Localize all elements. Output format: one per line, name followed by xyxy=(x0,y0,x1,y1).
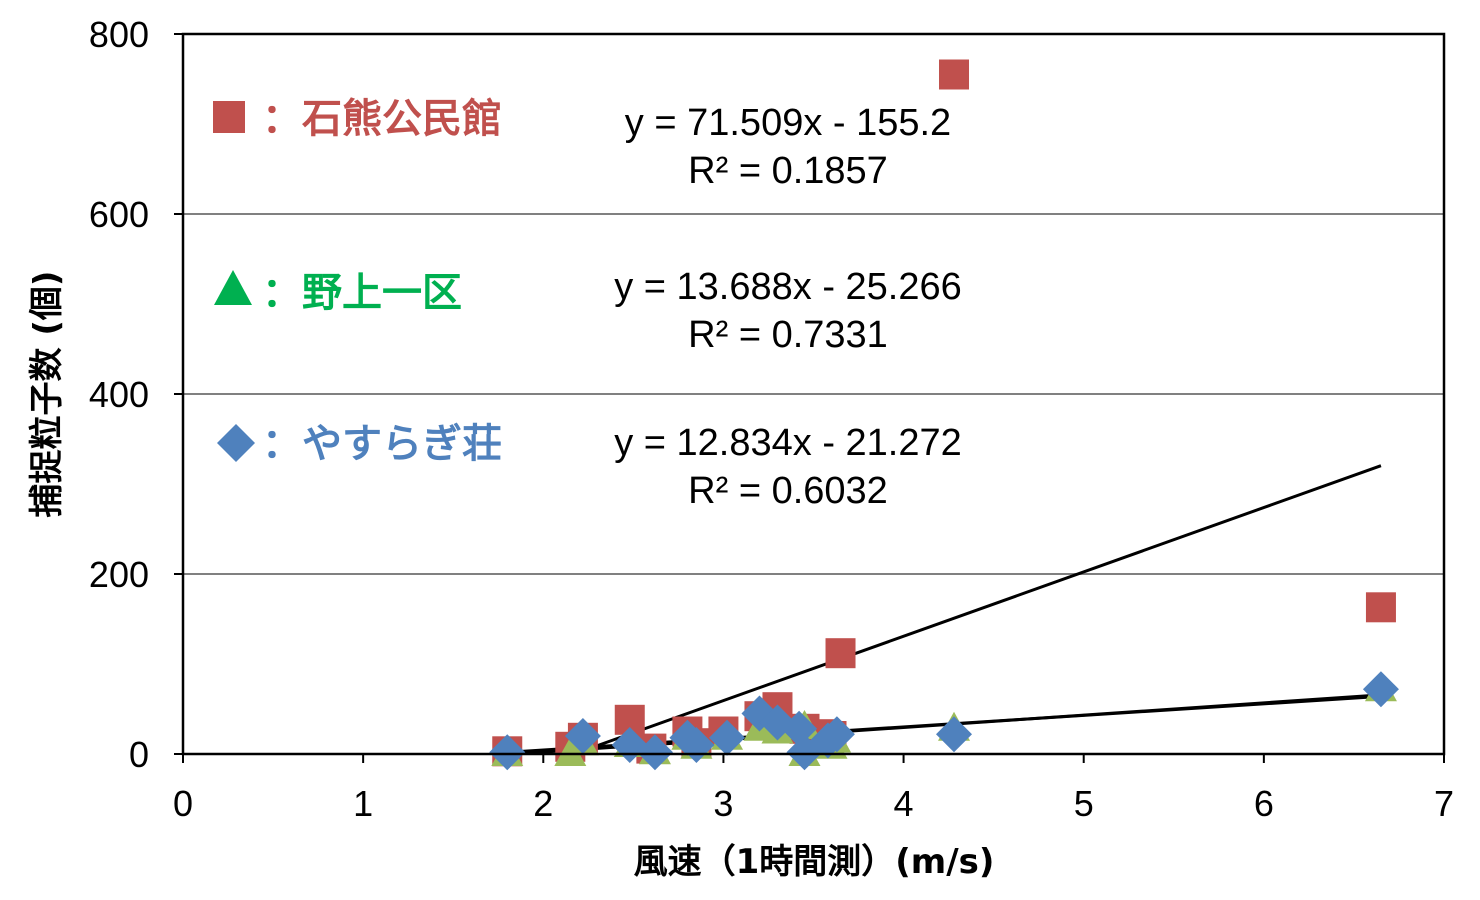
legend-triangle-marker xyxy=(214,270,252,305)
equation-yasuragi: y = 12.834x - 21.272 xyxy=(614,422,962,464)
tick-label-y-800: 800 xyxy=(89,14,149,55)
data-points xyxy=(489,59,1399,771)
equation-ishikuma: y = 71.509x - 155.2 xyxy=(625,102,951,144)
r2-nogami: R² = 0.7331 xyxy=(688,314,888,356)
tick-label-y-0: 0 xyxy=(129,734,149,775)
point-square-15 xyxy=(1365,592,1396,623)
tick-label-y-400: 400 xyxy=(89,374,149,415)
axis-ticks: 0 200 400 600 800 0 1 2 3 4 5 6 7 xyxy=(89,14,1454,824)
tick-label-x-7: 7 xyxy=(1434,783,1454,824)
point-diamond-12 xyxy=(818,716,855,753)
tick-label-y-200: 200 xyxy=(89,554,149,595)
trendline-series-0 xyxy=(587,464,1382,751)
point-diamond-14 xyxy=(1362,671,1399,708)
legend-label-nogami: ：野上一区 xyxy=(262,270,462,316)
tick-label-x-4: 4 xyxy=(894,783,914,824)
legend-diamond-marker xyxy=(217,424,255,462)
point-diamond-0 xyxy=(489,734,526,771)
y-axis-label: 捕捉粒子数 (個) xyxy=(27,271,67,518)
point-square-14 xyxy=(939,59,970,90)
equation-nogami: y = 13.688x - 25.266 xyxy=(614,266,962,308)
point-diamond-1 xyxy=(564,718,601,754)
tick-label-x-2: 2 xyxy=(533,783,553,824)
tick-label-x-0: 0 xyxy=(173,783,193,824)
tick-label-x-3: 3 xyxy=(713,783,733,824)
tick-label-x-1: 1 xyxy=(353,783,373,824)
tick-label-y-600: 600 xyxy=(89,194,149,235)
point-diamond-3 xyxy=(636,734,673,771)
grid-lines xyxy=(183,213,1444,575)
point-diamond-6 xyxy=(709,719,746,756)
point-diamond-13 xyxy=(936,716,973,753)
r2-ishikuma: R² = 0.1857 xyxy=(688,150,888,192)
point-square-13 xyxy=(825,638,856,669)
tick-label-x-6: 6 xyxy=(1254,783,1274,824)
x-axis-label: 風速（1時間測）(m/s) xyxy=(634,842,995,882)
legend-label-yasuragi: ：やすらぎ荘 xyxy=(262,421,502,467)
legend-square-marker xyxy=(213,101,245,133)
legend-label-ishikuma: ：石熊公民館 xyxy=(262,96,502,142)
r2-yasuragi: R² = 0.6032 xyxy=(688,470,888,512)
tick-label-x-5: 5 xyxy=(1074,783,1094,824)
